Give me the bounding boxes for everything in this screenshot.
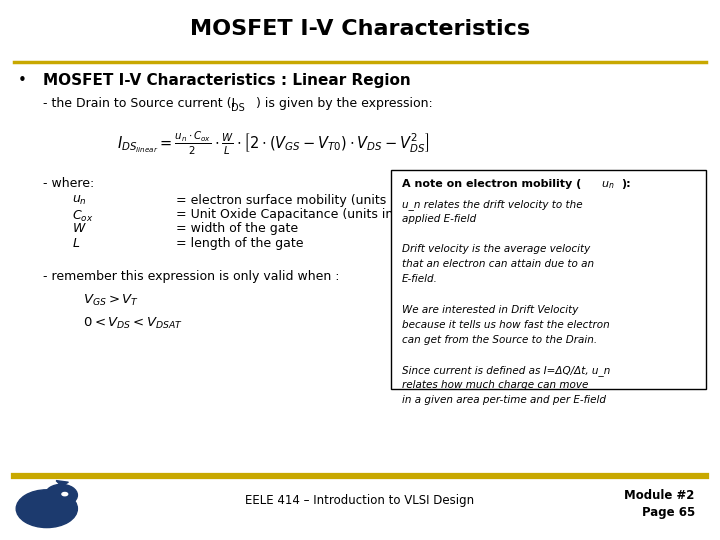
Text: EELE 414 – Introduction to VLSI Design: EELE 414 – Introduction to VLSI Design (246, 494, 474, 507)
Text: Page 65: Page 65 (642, 506, 695, 519)
Text: = length of the gate: = length of the gate (176, 237, 304, 249)
Text: - remember this expression is only valid when :: - remember this expression is only valid… (43, 270, 340, 283)
Text: in a given area per-time and per E-field: in a given area per-time and per E-field (402, 395, 606, 406)
Text: can get from the Source to the Drain.: can get from the Source to the Drain. (402, 335, 597, 345)
Ellipse shape (62, 492, 68, 496)
Text: u_n relates the drift velocity to the: u_n relates the drift velocity to the (402, 199, 582, 210)
Text: $L$: $L$ (72, 237, 80, 249)
Text: - the Drain to Source current (I: - the Drain to Source current (I (43, 97, 235, 110)
Ellipse shape (45, 484, 78, 506)
Polygon shape (56, 481, 68, 486)
Text: •: • (18, 73, 27, 88)
Text: ):: ): (621, 179, 631, 190)
Text: that an electron can attain due to an: that an electron can attain due to an (402, 259, 594, 269)
Text: relates how much charge can move: relates how much charge can move (402, 380, 588, 390)
Text: $u_n$: $u_n$ (72, 194, 87, 207)
Text: applied E-field: applied E-field (402, 214, 476, 224)
Text: - where:: - where: (43, 177, 94, 190)
Text: ) is given by the expression:: ) is given by the expression: (256, 97, 432, 110)
Text: = Unit Oxide Capacitance (units in F/cm²): = Unit Oxide Capacitance (units in F/cm²… (176, 208, 438, 221)
Text: $W$: $W$ (72, 222, 86, 235)
Text: $V_{GS}>V_T$: $V_{GS}>V_T$ (83, 293, 139, 308)
Text: Since current is defined as I=ΔQ/Δt, u_n: Since current is defined as I=ΔQ/Δt, u_n (402, 365, 610, 376)
Text: $C_{ox}$: $C_{ox}$ (72, 208, 94, 224)
Text: We are interested in Drift Velocity: We are interested in Drift Velocity (402, 305, 578, 315)
Ellipse shape (17, 490, 78, 528)
Text: A note on electron mobility (: A note on electron mobility ( (402, 179, 581, 190)
Text: $I_{DS_{linear}} = \frac{u_n \cdot C_{ox}}{2} \cdot \frac{W}{L} \cdot \left[2 \c: $I_{DS_{linear}} = \frac{u_n \cdot C_{ox… (117, 130, 430, 157)
Text: $0 < V_{DS} < V_{DSAT}$: $0 < V_{DS} < V_{DSAT}$ (83, 316, 183, 331)
Text: = electron surface mobility (units in cm²/V·s): = electron surface mobility (units in cm… (176, 194, 458, 207)
Text: = width of the gate: = width of the gate (176, 222, 299, 235)
Text: MOSFET I-V Characteristics : Linear Region: MOSFET I-V Characteristics : Linear Regi… (43, 73, 411, 88)
Text: Module #2: Module #2 (624, 489, 695, 502)
Text: MOSFET I-V Characteristics: MOSFET I-V Characteristics (190, 19, 530, 39)
Text: DS: DS (232, 103, 246, 113)
FancyBboxPatch shape (391, 170, 706, 389)
Text: $u_n$: $u_n$ (601, 179, 615, 191)
Text: E-field.: E-field. (402, 274, 438, 285)
Text: because it tells us how fast the electron: because it tells us how fast the electro… (402, 320, 610, 330)
Text: Drift velocity is the average velocity: Drift velocity is the average velocity (402, 244, 590, 254)
